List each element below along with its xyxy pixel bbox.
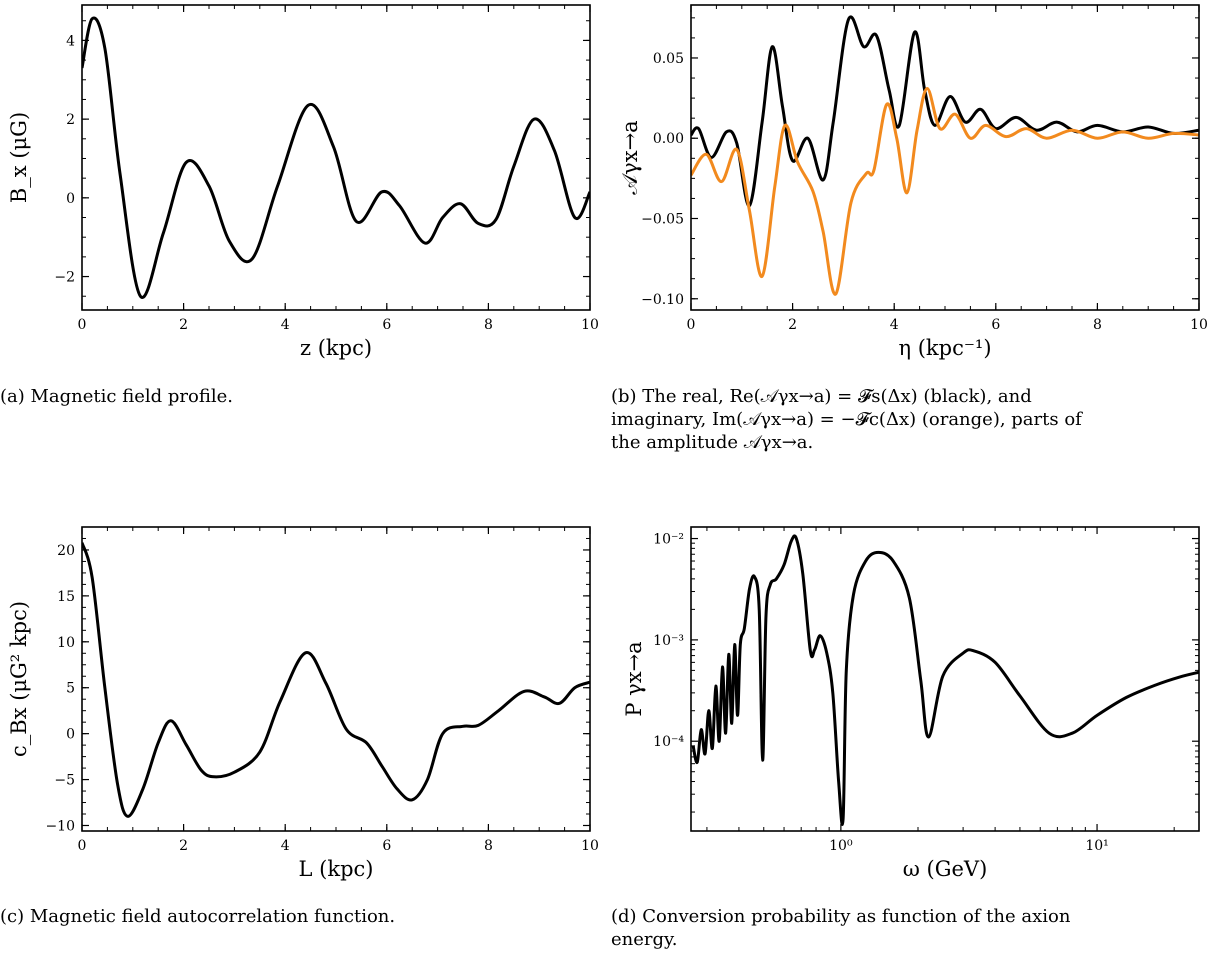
y-tick-label: 15 [57,589,75,605]
x-axis-label: z (kpc) [300,336,372,360]
x-tick-label: 4 [281,317,290,333]
x-tick-label: 4 [890,317,899,333]
y-tick-label: 10⁻² [653,532,684,548]
y-tick-label: 2 [66,112,75,128]
x-tick-label: 8 [1093,317,1102,333]
x-tick-label: 2 [788,317,797,333]
chart-a: 0 2 4 6 8 10 −2 0 2 4 z (kpc) B_x (μG) [7,4,599,360]
x-tick-label: 0 [78,317,87,333]
x-axis-label: ω (GeV) [903,857,988,881]
chart-c: 0 2 4 6 8 10 −10 −5 0 5 10 15 20 L (kpc) c_Bx (μG² kpc… [7,526,599,881]
y-tick-label: 0 [66,191,75,207]
y-tick-label: 0 [66,727,75,743]
caption-b: (b) The real, Re(𝒜γx→a) = 𝓕s(Δx) (black)… [611,385,1082,454]
x-axis-label: η (kpc⁻¹) [898,336,991,360]
caption-d-line2: energy. [611,929,678,950]
x-tick-label: 2 [179,317,188,333]
plot-frame [81,526,591,832]
x-tick-label: 4 [281,838,290,854]
x-axis-label: L (kpc) [299,857,374,881]
y-axis-label: P γx→a [622,641,646,716]
x-tick-label: 6 [382,317,391,333]
series-line-0 [82,16,590,299]
x-tick-label: 2 [179,838,188,854]
x-tick-label: 10 [581,317,599,333]
chart-b: 0 2 4 6 8 10 −0.10 −0.05 0.00 0.05 η (kpc⁻¹) 𝒜γx→a [618,4,1208,360]
y-axis-label: 𝒜γx→a [618,120,642,194]
y-tick-label: 0.05 [653,51,684,67]
x-tick-label: 10¹ [1085,838,1108,854]
y-tick-label: 10⁻⁴ [653,734,684,750]
plot-frame [690,4,1200,311]
caption-b-line3: the amplitude 𝒜γx→a. [611,432,814,453]
chart-d: 10⁰ 10¹ 10⁻⁴ 10⁻³ 10⁻² ω (GeV) P γx→a [622,526,1200,881]
series-line-0 [691,534,1199,826]
plot-frame [690,526,1200,832]
series-line-re [691,15,1199,208]
x-tick-label: 0 [78,838,87,854]
caption-d-line1: (d) Conversion probability as function o… [611,906,1071,927]
y-tick-label: 4 [66,33,75,49]
y-tick-label: −0.10 [641,292,684,308]
y-tick-label: −0.05 [641,212,684,228]
caption-b-line1: (b) The real, Re(𝒜γx→a) = 𝓕s(Δx) (black)… [611,386,1032,407]
x-tick-label: 10 [1190,317,1208,333]
y-axis-label: c_Bx (μG² kpc) [7,601,31,757]
x-tick-label: 0 [687,317,696,333]
y-tick-label: −5 [54,773,75,789]
x-tick-label: 6 [382,838,391,854]
x-tick-label: 10 [581,838,599,854]
x-tick-label: 8 [484,838,493,854]
y-tick-label: 10 [57,635,75,651]
y-tick-label: 20 [57,543,75,559]
y-tick-label: −2 [54,270,75,286]
y-axis-label: B_x (μG) [7,112,31,203]
x-tick-label: 8 [484,317,493,333]
y-tick-label: −10 [45,818,75,834]
y-tick-label: 5 [66,681,75,697]
caption-d: (d) Conversion probability as function o… [611,905,1070,951]
y-tick-label: 0.00 [653,131,684,147]
series-line-0 [82,542,590,818]
caption-b-line2: imaginary, Im(𝒜γx→a) = −𝓕c(Δx) (orange),… [611,409,1082,430]
series-line-im [691,86,1199,296]
x-tick-label: 6 [991,317,1000,333]
x-tick-label: 10⁰ [829,838,853,854]
caption-c: (c) Magnetic field autocorrelation funct… [0,906,396,927]
caption-a: (a) Magnetic field profile. [0,386,233,407]
y-tick-label: 10⁻³ [653,633,684,649]
